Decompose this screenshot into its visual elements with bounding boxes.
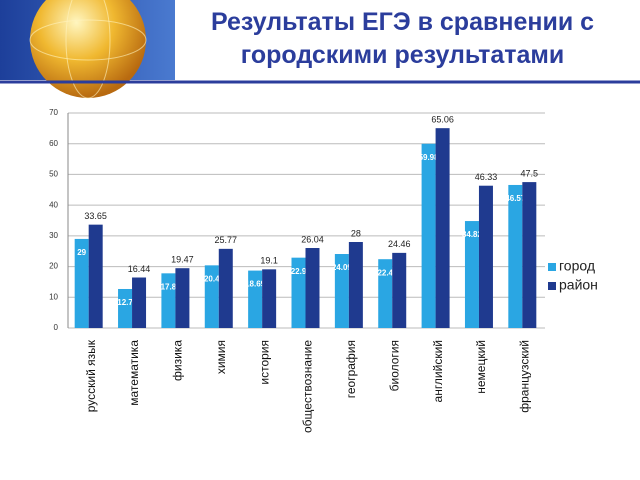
data-label: 17.8 <box>161 282 177 291</box>
data-label: 46.57 <box>505 194 526 203</box>
data-label: 29 <box>77 248 86 257</box>
x-tick-label: немецкий <box>474 340 488 394</box>
x-tick-label: русский язык <box>84 339 98 412</box>
x-tick-label: география <box>344 340 358 398</box>
data-label: 59.98 <box>419 153 440 162</box>
x-tick-label: биология <box>387 340 401 391</box>
bar <box>262 269 277 328</box>
data-label: 24.09 <box>332 263 353 272</box>
data-label: 33.65 <box>84 211 107 221</box>
legend-swatch <box>548 263 556 271</box>
bar <box>74 238 89 328</box>
y-tick-label: 60 <box>49 139 58 148</box>
data-label: 25.77 <box>215 235 238 245</box>
bar <box>378 259 393 328</box>
bar <box>435 128 450 328</box>
data-label: 22.9 <box>291 267 307 276</box>
data-label: 19.1 <box>260 256 278 266</box>
globe <box>30 0 146 98</box>
bar <box>88 224 103 328</box>
bar <box>118 288 133 328</box>
y-tick-label: 70 <box>49 108 58 117</box>
data-label: 34.82 <box>462 230 483 239</box>
data-label: 28 <box>351 228 361 238</box>
bar <box>508 184 523 328</box>
globe-line <box>29 19 147 61</box>
x-tick-label: история <box>257 340 271 385</box>
data-label: 16.44 <box>128 264 151 274</box>
data-label: 22.4 <box>377 268 393 277</box>
data-label: 46.33 <box>475 172 498 182</box>
bar <box>522 182 537 328</box>
bar <box>161 273 176 328</box>
legend-label: район <box>559 277 598 293</box>
bar <box>334 254 349 328</box>
bar <box>204 265 219 328</box>
y-tick-label: 40 <box>49 200 58 209</box>
bar <box>132 277 147 328</box>
data-label: 18.69 <box>245 280 266 289</box>
y-tick-label: 30 <box>49 231 58 240</box>
bar <box>248 270 263 328</box>
bar <box>305 248 320 328</box>
y-tick-label: 0 <box>54 323 59 332</box>
bar <box>218 248 233 328</box>
data-label: 19.47 <box>171 255 194 265</box>
bar <box>464 221 479 328</box>
x-tick-label: химия <box>214 340 228 374</box>
x-tick-label: французский <box>517 340 531 413</box>
x-tick-label: английский <box>431 340 445 402</box>
y-tick-label: 10 <box>49 292 58 301</box>
legend-label: город <box>559 258 595 274</box>
bar <box>392 252 407 328</box>
data-label: 24.46 <box>388 239 411 249</box>
data-label: 26.04 <box>301 234 324 244</box>
y-tick-label: 20 <box>49 262 58 271</box>
bar <box>478 185 493 328</box>
chart-title: Результаты ЕГЭ в сравнении с городскими … <box>210 8 595 69</box>
bar <box>421 143 436 328</box>
y-tick-label: 50 <box>49 170 58 179</box>
x-tick-label: обществознание <box>301 340 315 433</box>
bar <box>348 242 363 328</box>
x-tick-label: математика <box>127 340 141 406</box>
bar <box>291 257 306 328</box>
data-label: 20.4 <box>204 274 220 283</box>
bar <box>175 268 190 328</box>
x-tick-label: физика <box>171 340 185 381</box>
data-label: 65.06 <box>431 115 454 125</box>
legend-swatch <box>548 282 556 290</box>
globe-line <box>65 0 111 99</box>
data-label: 12.7 <box>117 298 133 307</box>
data-label: 47.5 <box>521 168 539 178</box>
